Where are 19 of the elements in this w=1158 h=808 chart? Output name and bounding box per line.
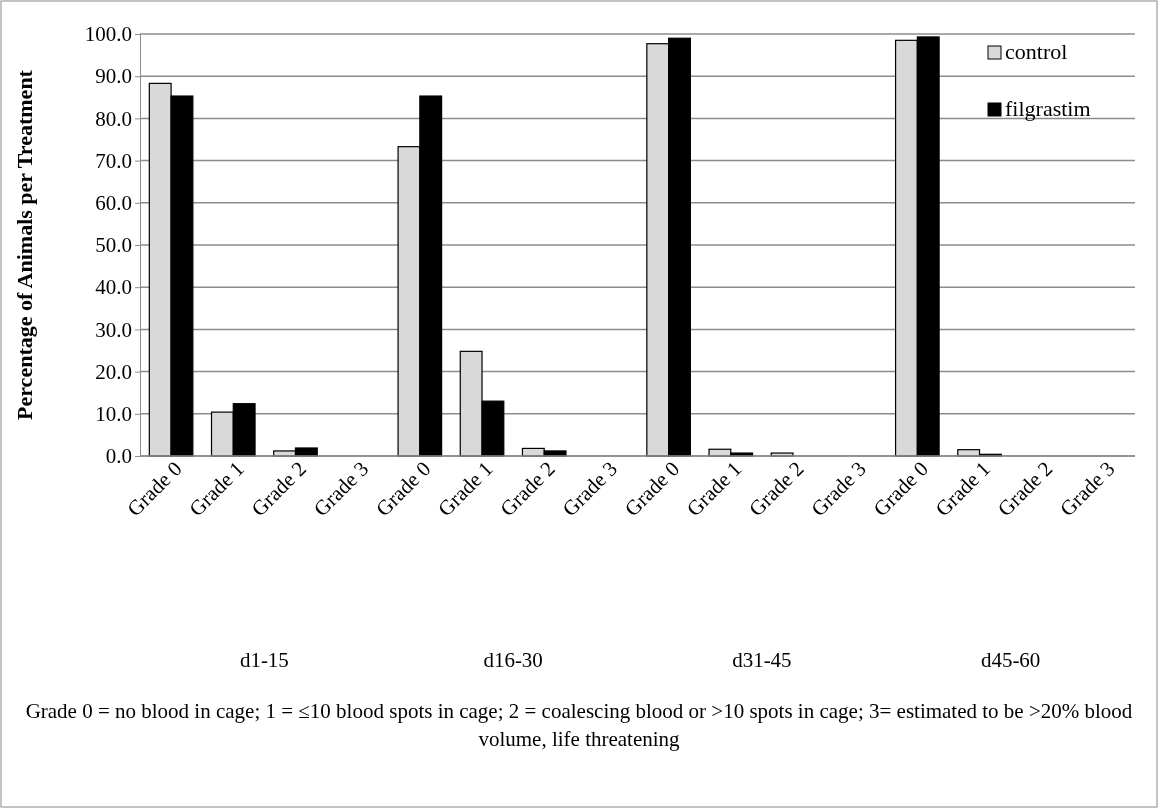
y-axis-title: Percentage of Animals per Treatment <box>12 69 37 420</box>
y-tick-label: 40.0 <box>95 275 132 300</box>
legend-label: control <box>1005 39 1068 64</box>
y-tick-label: 10.0 <box>95 402 132 427</box>
y-tick-label: 50.0 <box>95 233 132 258</box>
y-tick-label: 0.0 <box>105 444 132 469</box>
y-tick-label: 90.0 <box>95 64 132 89</box>
text: d1-15 <box>239 648 289 672</box>
text: d45-60 <box>980 648 1041 672</box>
legend-label: filgrastim <box>1005 96 1091 121</box>
y-tick-label: 30.0 <box>95 317 132 342</box>
y-tick-label: 80.0 <box>95 106 132 131</box>
text: Grade 0 = no blood in cage; 1 = ≤10 blood spots in cage; 2 = coalescing blood or >10 spots in cage; 3= estimated to be >20% blood volume, life threatening <box>25 699 1133 751</box>
y-tick-label: 20.0 <box>95 359 132 384</box>
text: d16-30 <box>483 648 543 672</box>
y-tick-label: 100.0 <box>84 22 132 47</box>
text: d31-45 <box>732 648 792 672</box>
y-tick-label: 60.0 <box>95 191 132 216</box>
y-tick-label: 70.0 <box>95 148 132 173</box>
